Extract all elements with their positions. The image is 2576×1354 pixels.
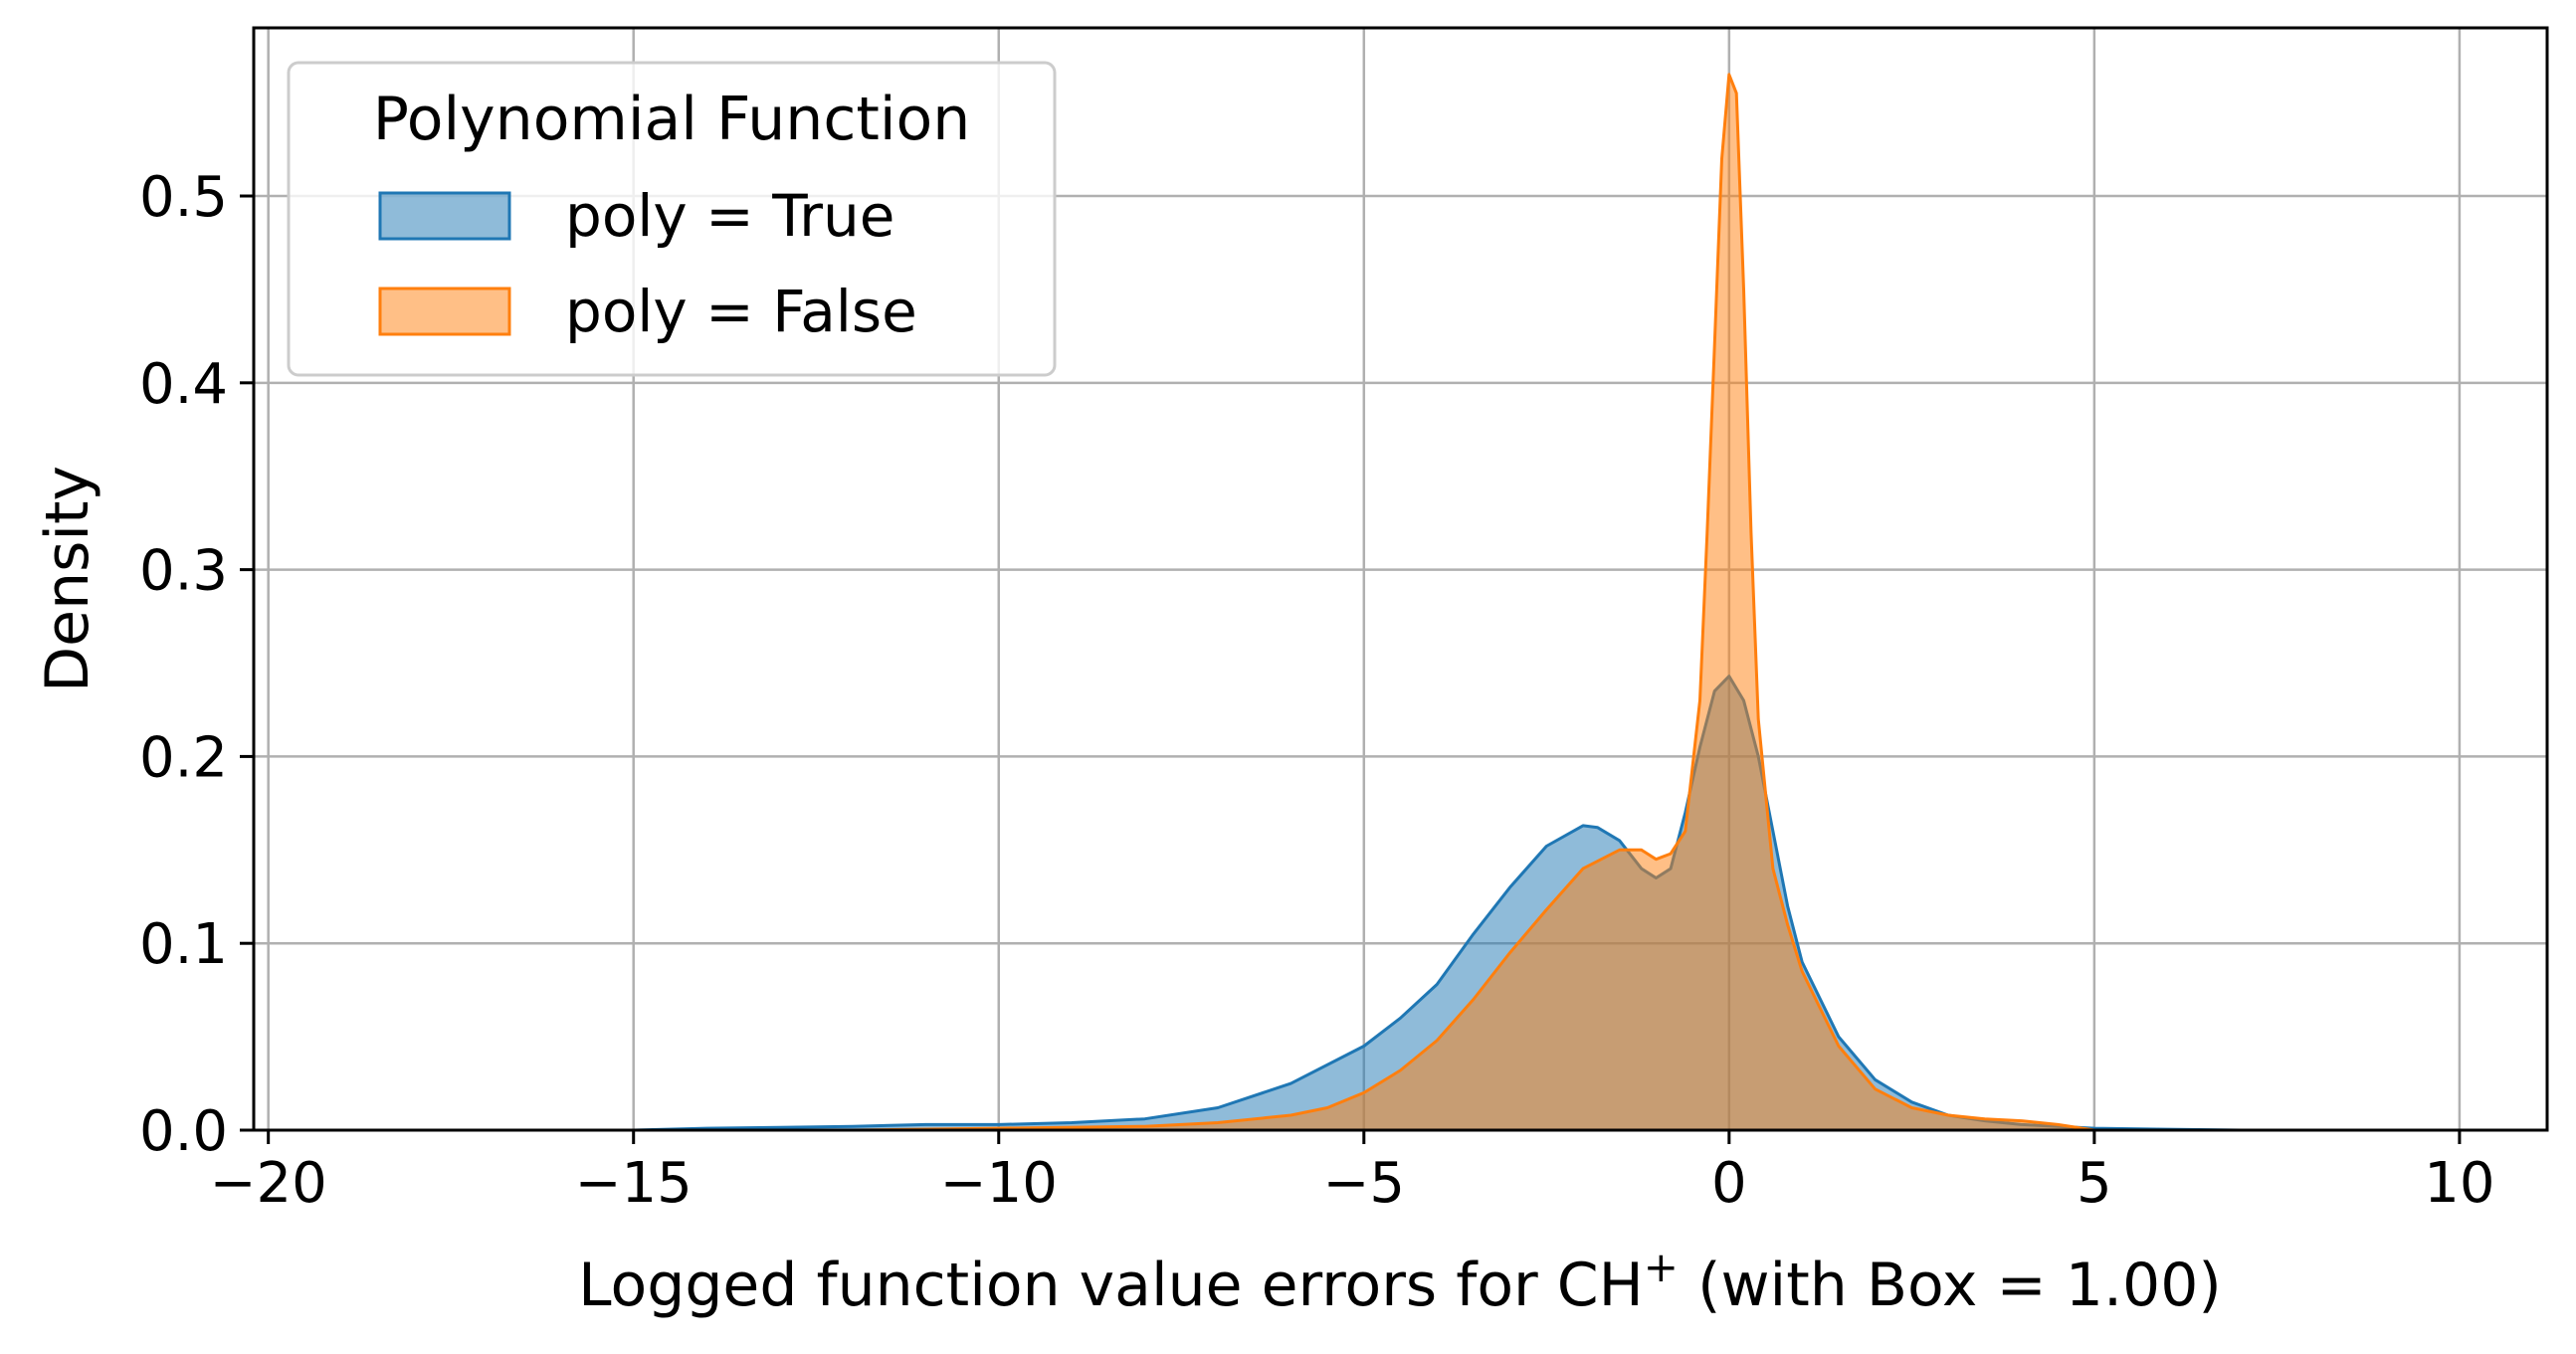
x-tick-label: 0: [1711, 1151, 1747, 1216]
y-tick-label: 0.0: [139, 1099, 228, 1164]
legend: Polynomial Function poly = True poly = F…: [287, 61, 1057, 377]
x-axis-label-tail: (with Box = 1.00): [1679, 1251, 2222, 1320]
x-axis-ticks: −20 −15 −10 −5 0 5 10: [210, 1130, 2495, 1216]
y-tick-label: 0.1: [139, 912, 228, 977]
x-axis-label-main: Logged function value errors for CH: [578, 1251, 1644, 1320]
y-axis-ticks: 0.0 0.1 0.2 0.3 0.4 0.5: [139, 165, 254, 1164]
x-tick-label: −20: [210, 1151, 327, 1216]
legend-swatch-poly-false: [378, 287, 511, 336]
y-tick-label: 0.2: [139, 725, 228, 790]
x-tick-label: −15: [575, 1151, 693, 1216]
legend-label-poly-false: poly = False: [565, 278, 917, 345]
plot-frame: [252, 26, 2549, 1132]
y-axis-label: Density: [33, 466, 102, 692]
x-axis-label: Logged function value errors for CH+ (wi…: [578, 1243, 2222, 1320]
legend-label-poly-true: poly = True: [565, 182, 894, 250]
x-tick-label: −10: [940, 1151, 1058, 1216]
x-tick-label: 5: [2077, 1151, 2112, 1216]
density-areas: [633, 73, 2241, 1132]
legend-title: Polynomial Function: [373, 85, 971, 154]
y-tick-label: 0.4: [139, 352, 228, 417]
x-tick-label: 10: [2424, 1151, 2494, 1216]
y-tick-label: 0.3: [139, 539, 228, 604]
y-tick-label: 0.5: [139, 165, 228, 230]
x-tick-label: −5: [1323, 1151, 1406, 1216]
x-axis-label-superscript: +: [1644, 1243, 1679, 1291]
legend-swatch-poly-true: [378, 191, 511, 241]
density-line-poly-false: [852, 73, 2095, 1132]
